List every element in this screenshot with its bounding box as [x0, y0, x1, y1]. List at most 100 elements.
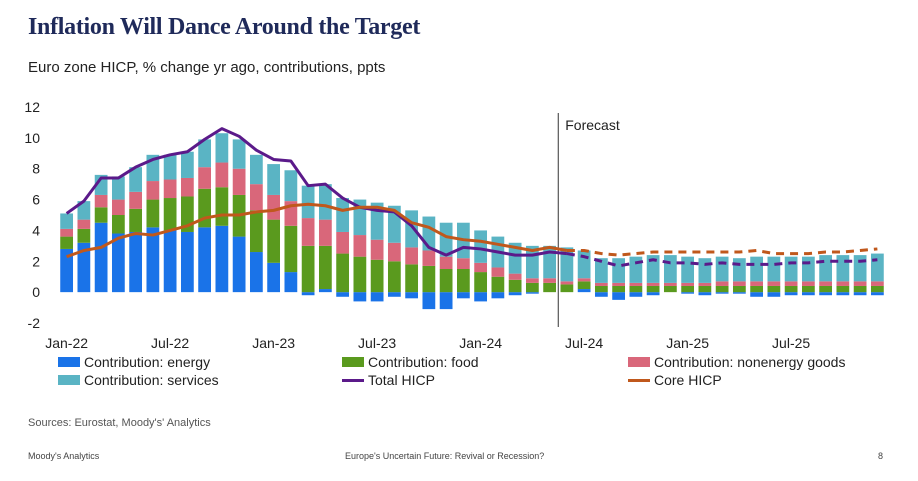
- bar-segment-3: [870, 253, 884, 282]
- bar-segment-2: [474, 262, 488, 273]
- bar-segment-2: [853, 281, 867, 286]
- bar-segment-2: [180, 177, 194, 197]
- bar-segment-1: [267, 219, 281, 263]
- bar-segment-2: [577, 278, 591, 282]
- bar-segment-2: [163, 179, 177, 199]
- bar-segment-3: [284, 170, 298, 202]
- bar-segment-0: [732, 292, 746, 294]
- legend-swatch-energy: [58, 357, 80, 367]
- bar-segment-2: [456, 258, 470, 269]
- legend-label-total-hicp: Total HICP: [368, 372, 435, 388]
- x-tick-label: Jul-24: [565, 335, 603, 351]
- bar-segment-3: [439, 222, 453, 257]
- bar-segment-1: [525, 282, 539, 293]
- bar-segment-0: [439, 292, 453, 310]
- y-tick-label: -2: [28, 315, 41, 331]
- legend-swatch-nonenergy-goods: [628, 357, 650, 367]
- bar-segment-2: [612, 282, 626, 286]
- legend-swatch-food: [342, 357, 364, 367]
- bar-segment-0: [215, 225, 229, 293]
- bar-segment-1: [870, 285, 884, 293]
- bar-segment-0: [646, 292, 660, 296]
- bar-segment-0: [94, 222, 108, 293]
- bar-segment-1: [750, 285, 764, 293]
- bar-segment-1: [853, 285, 867, 293]
- bar-segment-3: [560, 247, 574, 282]
- legend-label-energy: Contribution: energy: [84, 354, 211, 370]
- legend-label-core-hicp: Core HICP: [654, 372, 722, 388]
- bar-segment-3: [715, 256, 729, 282]
- bar-segment-1: [387, 261, 401, 293]
- bar-segment-1: [732, 285, 746, 293]
- bar-segment-3: [163, 154, 177, 180]
- bar-segment-0: [612, 292, 626, 300]
- bar-segment-1: [439, 269, 453, 293]
- bar-segment-0: [336, 292, 350, 297]
- bar-segment-2: [353, 235, 367, 257]
- legend-line-core-hicp: [628, 378, 650, 382]
- bar-segment-1: [491, 276, 505, 293]
- source-note: Sources: Eurostat, Moody's' Analytics: [28, 417, 211, 429]
- bar-segment-2: [491, 267, 505, 277]
- footer-doc-title: Europe's Uncertain Future: Revival or Re…: [345, 451, 545, 461]
- x-tick-label: Jul-25: [772, 335, 810, 351]
- bar-segment-3: [836, 255, 850, 282]
- bar-segment-1: [767, 285, 781, 293]
- bar-segment-0: [525, 292, 539, 294]
- x-tick-label: Jan-25: [666, 335, 709, 351]
- chart-title: Inflation Will Dance Around the Target: [28, 14, 421, 40]
- bar-segment-0: [163, 230, 177, 293]
- bar-segment-3: [577, 250, 591, 279]
- bar-segment-1: [594, 285, 608, 293]
- bar-segment-3: [767, 256, 781, 282]
- bar-segment-0: [629, 292, 643, 297]
- bar-segment-3: [819, 255, 833, 282]
- legend-item-food: Contribution: food: [342, 354, 479, 370]
- y-tick-label: 4: [32, 222, 40, 238]
- bar-segment-1: [663, 285, 677, 293]
- bar-segment-0: [456, 292, 470, 299]
- bar-segment-0: [284, 272, 298, 293]
- bar-segment-2: [560, 281, 574, 285]
- line-history-0: [65, 127, 568, 257]
- bar-segment-0: [767, 292, 781, 297]
- bar-segment-2: [60, 228, 74, 237]
- bar-segment-3: [336, 198, 350, 232]
- legend-item-energy: Contribution: energy: [58, 354, 210, 370]
- bar-segment-2: [784, 281, 798, 286]
- bar-segment-0: [853, 292, 867, 296]
- x-tick-label: Jan-24: [459, 335, 502, 351]
- bar-segment-1: [370, 259, 384, 293]
- bar-segment-0: [267, 262, 281, 293]
- bar-segment-2: [387, 242, 401, 262]
- bar-segment-1: [629, 285, 643, 293]
- bar-segment-0: [715, 292, 729, 294]
- bar-segment-2: [681, 282, 695, 286]
- bar-segment-3: [474, 230, 488, 263]
- bar-segment-0: [318, 289, 332, 293]
- y-tick-label: 12: [24, 99, 40, 115]
- bar-segment-2: [198, 167, 212, 189]
- bar-segment-1: [819, 285, 833, 293]
- bar-segment-1: [111, 215, 125, 234]
- y-tick-label: 10: [24, 130, 40, 146]
- bar-segment-3: [698, 258, 712, 283]
- bar-segment-0: [387, 292, 401, 297]
- bar-segment-0: [60, 248, 74, 293]
- bar-segment-1: [336, 253, 350, 293]
- bar-segment-0: [129, 231, 143, 293]
- bar-segment-0: [594, 292, 608, 297]
- bar-segment-3: [750, 256, 764, 282]
- legend-label-nonenergy-goods: Contribution: nonenergy goods: [654, 354, 846, 370]
- chart-subtitle: Euro zone HICP, % change yr ago, contrib…: [28, 59, 386, 76]
- y-tick-label: 8: [32, 161, 40, 177]
- line-forecast-1: [566, 247, 878, 257]
- bar-segment-2: [146, 181, 160, 200]
- bar-segment-0: [491, 292, 505, 299]
- bar-segment-3: [198, 139, 212, 168]
- bar-segment-3: [784, 256, 798, 282]
- bar-segment-2: [94, 194, 108, 208]
- bar-segment-0: [249, 252, 263, 293]
- bar-segment-2: [732, 281, 746, 286]
- bar-segment-0: [77, 242, 91, 293]
